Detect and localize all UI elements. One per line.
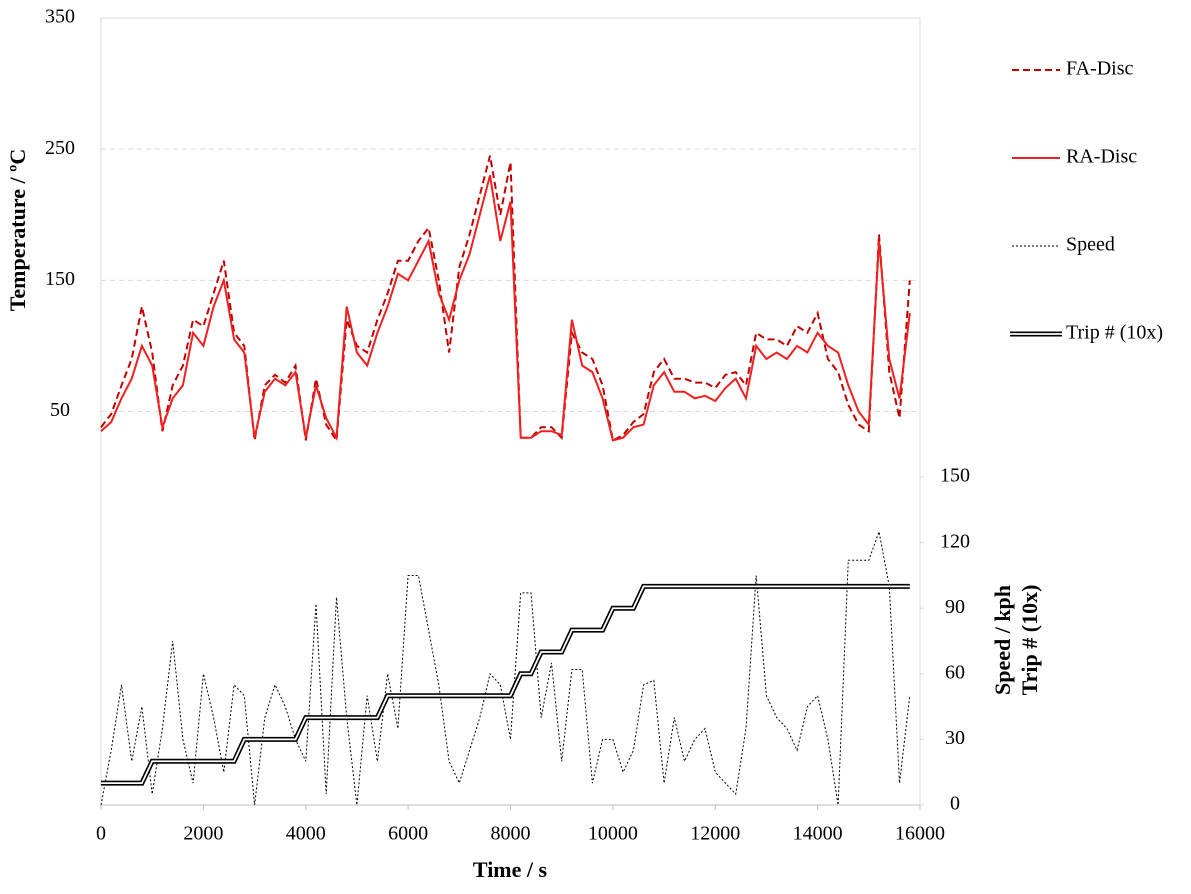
x-tick-label: 16000 <box>895 823 945 845</box>
y2-tick-label: 60 <box>945 661 965 683</box>
y-tick-label: 350 <box>45 6 75 28</box>
x-tick-label: 6000 <box>388 823 428 845</box>
y2-tick-label: 150 <box>940 465 970 487</box>
y-tick-label: 250 <box>45 137 75 159</box>
legend-label: RA-Disc <box>1066 146 1137 168</box>
y-tick-label: 50 <box>50 399 70 421</box>
legend-label: Speed <box>1066 234 1115 256</box>
x-tick-label: 12000 <box>690 823 740 845</box>
legend-label: Trip # (10x) <box>1066 322 1163 344</box>
x-axis-label: Time / s <box>473 857 548 882</box>
y2-tick-label: 30 <box>945 727 965 749</box>
x-tick-label: 14000 <box>793 823 843 845</box>
x-tick-label: 4000 <box>286 823 326 845</box>
x-tick-label: 0 <box>96 823 106 845</box>
y2-tick-label: 90 <box>945 596 965 618</box>
series-line <box>100 175 911 442</box>
series-line-inner <box>101 585 910 784</box>
legend-label: FA-Disc <box>1066 58 1134 80</box>
series-line <box>101 583 910 786</box>
x-tick-label: 10000 <box>588 823 638 845</box>
series-line <box>100 155 911 444</box>
y2-tick-label: 0 <box>950 793 960 815</box>
x-tick-label: 8000 <box>491 823 531 845</box>
y-axis-label: Temperature / ºC <box>5 149 30 311</box>
series-line <box>100 529 911 806</box>
y2-axis-label: Trip # (10x) <box>1017 585 1042 696</box>
x-tick-label: 2000 <box>183 823 223 845</box>
y2-axis-label: Speed / kph <box>990 585 1015 695</box>
y2-tick-label: 120 <box>940 530 970 552</box>
y-tick-label: 150 <box>45 268 75 290</box>
